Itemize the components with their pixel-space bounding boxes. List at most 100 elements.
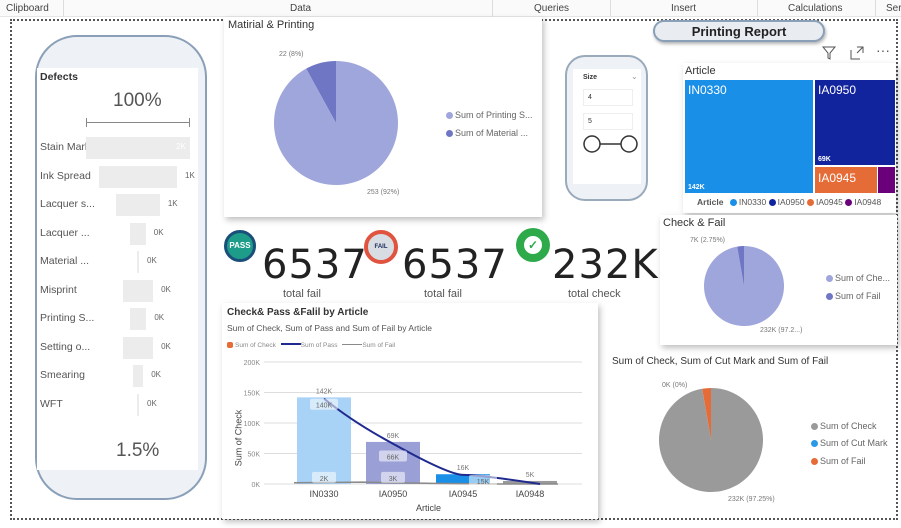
legend-item[interactable]: Sum of Fail — [811, 456, 866, 466]
filter-icon[interactable] — [821, 45, 837, 61]
funnel-value: 0K — [154, 313, 165, 322]
data-label: 69K — [387, 433, 400, 440]
kpi-check-caption: total check — [568, 288, 621, 300]
bar-IN0330[interactable] — [297, 397, 351, 484]
pie-slice[interactable] — [659, 388, 763, 492]
treemap-legend: Article IN0330 IA0950 IA0945 IA0948 — [697, 197, 882, 207]
focus-mode-icon[interactable] — [849, 45, 865, 61]
funnel-row[interactable]: Printing S... 0K — [37, 308, 197, 330]
funnel-bar[interactable] — [122, 279, 154, 302]
chart-title: Article — [685, 65, 716, 77]
chart-title: Check & Fail — [663, 217, 726, 229]
slice-label: 22 (8%) — [279, 51, 304, 58]
data-label-bg — [312, 471, 336, 483]
funnel-bar[interactable] — [116, 194, 160, 216]
slice-label: 7K (2.75%) — [690, 237, 726, 244]
article-treemap-card[interactable]: Article IN0330 142K IA0950 69K IA0945 Ar… — [683, 63, 896, 213]
pie-slice[interactable] — [702, 388, 711, 440]
funnel-value: 2K — [176, 142, 186, 151]
funnel-label: Material ... — [40, 255, 90, 267]
treemap-tile-IA0945[interactable]: IA0945 — [815, 167, 877, 193]
check-fail-pie-card[interactable]: Check & Fail 7K (2.75%) 232K (97.2...) S… — [660, 215, 897, 345]
funnel-label: Misprint — [40, 283, 77, 296]
funnel-bar[interactable] — [129, 308, 147, 330]
funnel-bar[interactable] — [99, 165, 177, 188]
ribbon-group-insert: Insert — [671, 3, 697, 14]
funnel-row[interactable]: Lacquer ... 0K — [37, 222, 197, 245]
funnel-bar[interactable] — [136, 251, 140, 273]
x-tick-label: IA0945 — [449, 489, 478, 499]
funnel-label: Smearing — [40, 369, 85, 381]
treemap-tile-IA0948[interactable] — [878, 167, 895, 193]
slice-label: 232K (97.2...) — [760, 327, 803, 334]
more-options-icon[interactable]: ··· — [876, 42, 890, 58]
legend-item[interactable]: Sum of Material ... — [446, 128, 528, 138]
chart-title: Sum of Check, Sum of Cut Mark and Sum of… — [612, 356, 829, 367]
kpi-pass-value: 6537 — [262, 242, 368, 288]
funnel-bar[interactable] — [130, 222, 146, 245]
legend-item[interactable]: Sum of Check — [811, 421, 877, 431]
material-printing-pie-card[interactable]: Matirial & Printing 22 (8%) 253 (92%) Su… — [224, 17, 542, 217]
legend-item[interactable]: Sum of Che... — [826, 273, 890, 283]
pass-badge-icon: PASS — [224, 230, 256, 262]
y-axis-label: Sum of Check — [233, 409, 244, 467]
pie-slice[interactable] — [274, 61, 398, 185]
data-label-bg — [379, 450, 407, 462]
funnel-row[interactable]: WFT 0K — [37, 393, 197, 416]
kpi-check-value: 232K — [552, 242, 659, 288]
pie-slice[interactable] — [306, 61, 336, 123]
slice-label: 0K (0%) — [662, 382, 688, 389]
funnel-row[interactable]: Lacquer s... 1K — [37, 194, 197, 216]
legend-item[interactable]: Sum of Fail — [826, 291, 881, 301]
funnel-bar[interactable] — [137, 393, 139, 416]
data-label: 66K — [387, 455, 400, 462]
data-label: 142K — [316, 388, 333, 395]
legend-item[interactable]: Sum of Cut Mark — [811, 438, 888, 448]
ribbon-group-clipboard: Clipboard — [6, 3, 49, 14]
treemap-tile-IA0950[interactable]: IA0950 69K — [815, 80, 895, 165]
defects-funnel-chart[interactable]: Defects 100% Stain Mark 2K Ink Spread 1K L… — [37, 68, 198, 470]
funnel-label: Stain Mark — [40, 141, 91, 153]
chart-legend: Sum of Check Sum of Pass Sum of Fail — [227, 342, 395, 349]
ribbon-group-labels: Clipboard Data Queries Insert Calculatio… — [0, 0, 901, 17]
funnel-row[interactable]: Smearing 0K — [37, 365, 197, 387]
x-tick-label: IA0950 — [379, 489, 408, 499]
funnel-row[interactable]: Setting o... 0K — [37, 336, 197, 359]
kpi-fail-caption: total fail — [424, 288, 462, 300]
funnel-value: 1K — [185, 170, 195, 180]
x-tick-label: IN0330 — [309, 489, 338, 499]
size-min-input[interactable]: 4 — [583, 89, 633, 106]
legend-item[interactable]: Sum of Printing S... — [446, 110, 533, 120]
ribbon-group-security: Ser — [886, 3, 901, 14]
check-pass-fail-bar-card[interactable]: Check& Pass &Falil by Article Sum of Che… — [222, 303, 598, 519]
funnel-value: 0K — [161, 341, 171, 351]
pie-slice[interactable] — [737, 246, 744, 286]
report-title: Printing Report — [653, 20, 825, 42]
slicer-title: Size — [583, 74, 598, 81]
funnel-row[interactable]: Material ... 0K — [37, 251, 197, 273]
defects-top-percent: 100% — [113, 90, 162, 111]
chevron-down-icon[interactable]: ⌄ — [631, 72, 638, 81]
size-max-input[interactable]: 5 — [583, 113, 633, 130]
funnel-value: 1K — [167, 199, 178, 208]
check-cutmark-fail-pie-card[interactable]: Sum of Check, Sum of Cut Mark and Sum of… — [604, 352, 896, 517]
data-label: 3K — [389, 476, 398, 483]
funnel-row[interactable]: Misprint 0K — [37, 279, 197, 302]
range-slider[interactable] — [583, 133, 639, 155]
ribbon-group-data: Data — [290, 3, 312, 14]
y-tick-label: 100K — [244, 421, 261, 428]
funnel-label: Setting o... — [40, 340, 91, 353]
funnel-row[interactable]: Stain Mark 2K — [37, 137, 197, 159]
funnel-bar[interactable] — [132, 365, 144, 387]
funnel-row[interactable]: Ink Spread 1K — [37, 165, 197, 188]
bar-IA0945[interactable] — [436, 474, 490, 484]
funnel-bar[interactable] — [86, 137, 190, 159]
material-printing-pie — [274, 61, 398, 185]
funnel-bar[interactable] — [122, 336, 154, 359]
chart-subtitle: Sum of Check, Sum of Pass and Sum of Fai… — [227, 323, 433, 333]
defects-title: Defects — [40, 71, 78, 83]
slice-label: 232K (97.25%) — [728, 496, 775, 503]
treemap-tile-IN0330[interactable]: IN0330 142K — [685, 80, 813, 193]
funnel-value: 0K — [153, 227, 164, 237]
size-slicer-container: Size ⌄ 4 5 — [565, 55, 648, 201]
